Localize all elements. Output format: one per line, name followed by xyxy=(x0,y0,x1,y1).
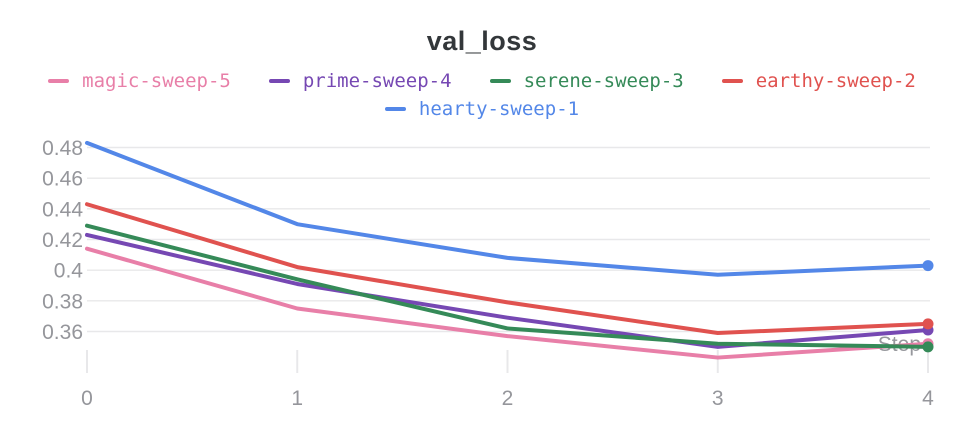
legend-swatch-icon xyxy=(721,79,743,83)
legend-label: serene-sweep-3 xyxy=(523,70,684,92)
series-endpoint-serene-sweep-3[interactable] xyxy=(922,341,934,353)
y-tick-label-0.4: 0.4 xyxy=(54,260,84,283)
series-line-hearty-sweep-1[interactable] xyxy=(85,140,930,277)
x-tick-label-0: 0 xyxy=(81,387,93,410)
series-endpoint-hearty-sweep-1[interactable] xyxy=(922,260,934,272)
legend-swatch-icon xyxy=(489,79,511,83)
y-tick-label-0.48: 0.48 xyxy=(42,137,83,160)
legend-swatch-icon xyxy=(48,79,70,83)
legend-item-serene-sweep-3[interactable]: serene-sweep-3 xyxy=(489,68,684,94)
x-tick-label-3: 3 xyxy=(712,387,724,410)
legend-swatch-icon xyxy=(268,79,290,83)
legend-label: hearty-sweep-1 xyxy=(418,98,580,120)
y-tick-label-0.38: 0.38 xyxy=(42,290,83,313)
chart-title: val_loss xyxy=(426,26,538,56)
legend-label: earthy-sweep-2 xyxy=(755,70,916,92)
series-line-earthy-sweep-2[interactable] xyxy=(85,202,930,336)
series-endpoint-earthy-sweep-2[interactable] xyxy=(922,318,934,330)
legend-row-2: hearty-sweep-1 xyxy=(384,96,580,122)
series-line-serene-sweep-3[interactable] xyxy=(85,223,930,349)
legend-item-magic-sweep-5[interactable]: magic-sweep-5 xyxy=(48,68,231,94)
series-line-magic-sweep-5[interactable] xyxy=(85,246,930,360)
legend: magic-sweep-5 prime-sweep-4 serene-sweep-3… xyxy=(0,68,964,122)
series-line-prime-sweep-4[interactable] xyxy=(85,232,930,349)
x-tick-label-2: 2 xyxy=(502,387,514,410)
legend-label: magic-sweep-5 xyxy=(82,70,231,92)
legend-row-1: magic-sweep-5 prime-sweep-4 serene-sweep-3… xyxy=(48,68,916,94)
y-tick-label-0.44: 0.44 xyxy=(42,198,83,221)
legend-item-prime-sweep-4[interactable]: prime-sweep-4 xyxy=(268,68,452,94)
legend-item-hearty-sweep-1[interactable]: hearty-sweep-1 xyxy=(384,96,580,122)
legend-label: prime-sweep-4 xyxy=(302,70,452,92)
x-tick-label-4: 4 xyxy=(922,387,934,410)
legend-swatch-icon xyxy=(384,107,406,111)
y-tick-label-0.36: 0.36 xyxy=(42,321,83,344)
y-tick-label-0.46: 0.46 xyxy=(42,168,83,191)
legend-item-earthy-sweep-2[interactable]: earthy-sweep-2 xyxy=(721,68,916,94)
y-tick-label-0.42: 0.42 xyxy=(42,229,83,252)
x-tick-label-1: 1 xyxy=(291,387,303,410)
